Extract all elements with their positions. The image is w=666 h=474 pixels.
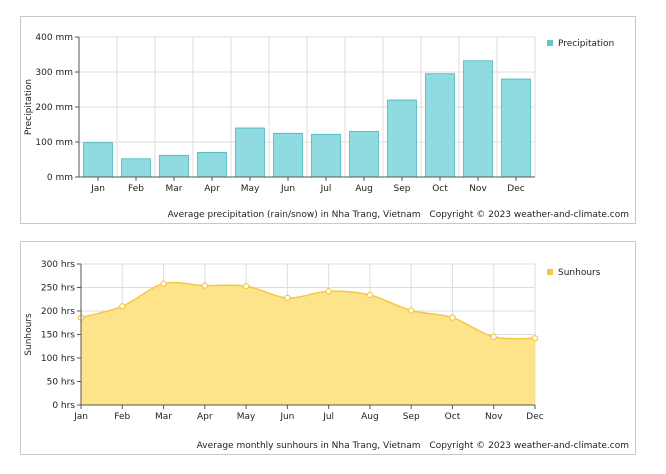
precipitation-bar <box>121 158 151 178</box>
x-tick-label: Nov <box>485 412 503 422</box>
x-tick-label: Nov <box>469 184 487 194</box>
x-tick-label: Jul <box>322 412 334 422</box>
y-tick-label: 150 hrs <box>41 331 75 341</box>
sunhours-point <box>531 335 539 342</box>
sunhours-point <box>242 282 250 290</box>
legend-swatch <box>547 40 553 46</box>
x-tick-label: Jul <box>320 184 332 194</box>
y-tick-label: 0 mm <box>47 173 73 183</box>
y-tick-label: 250 hrs <box>41 284 75 294</box>
sunhours-point <box>160 280 167 287</box>
x-tick-label: Sep <box>394 184 411 194</box>
sunhours-point <box>490 333 497 341</box>
precipitation-bar <box>425 73 455 178</box>
precipitation-bar <box>463 60 493 178</box>
y-tick-label: 50 hrs <box>47 378 76 388</box>
sunhours-caption: Average monthly sunhours in Nha Trang, V… <box>196 441 421 451</box>
precipitation-chart: 0 mm 100 mm 200 mm 300 mm 400 mm Jan Feb Mar Apr… <box>24 33 614 194</box>
x-tick-label: Oct <box>445 412 461 422</box>
sunhours-chart: 0 hrs 50 hrs 100 hrs 150 hrs 200 hrs 250 hrs 3… <box>24 260 601 422</box>
y-tick-label: 0 hrs <box>52 401 75 411</box>
precipitation-bar <box>83 142 113 178</box>
x-tick-label: Jun <box>279 412 294 422</box>
precipitation-chart-panel: 0 mm 100 mm 200 mm 300 mm 400 mm Jan Feb Mar Apr… <box>20 16 636 224</box>
legend-swatch <box>547 269 553 275</box>
sunhours-point <box>325 288 332 295</box>
legend-label: Sunhours <box>558 268 601 278</box>
sunhours-point <box>449 314 456 321</box>
y-tick-label: 100 mm <box>35 138 73 148</box>
x-tick-label: Feb <box>128 184 144 194</box>
precipitation-footer: Average precipitation (rain/snow) in Nha… <box>162 210 629 220</box>
precipitation-bar <box>349 131 379 178</box>
y-tick-label: 200 mm <box>35 103 73 113</box>
precipitation-bar <box>273 132 303 178</box>
precipitation-bar <box>235 127 265 178</box>
x-tick-label: May <box>241 184 260 194</box>
x-tick-label: Aug <box>361 412 379 422</box>
precipitation-bar <box>311 133 341 178</box>
sunhours-area <box>81 282 535 405</box>
sunhours-point <box>407 307 415 314</box>
y-axis-label: Precipitation <box>24 79 34 135</box>
precipitation-bar <box>501 78 531 178</box>
sunhours-point <box>201 282 209 289</box>
x-tick-label: Mar <box>166 184 183 194</box>
sunhours-copyright: Copyright © 2023 weather-and-climate.com <box>429 441 629 451</box>
x-tick-label: Apr <box>197 412 213 422</box>
sunhours-chart-panel: 0 hrs 50 hrs 100 hrs 150 hrs 200 hrs 250 hrs 3… <box>20 241 636 455</box>
sunhours-point <box>119 303 126 310</box>
x-tick-label: Mar <box>155 412 172 422</box>
legend-label: Precipitation <box>558 39 614 49</box>
precipitation-copyright: Copyright © 2023 weather-and-climate.com <box>429 210 629 220</box>
x-tick-label: Dec <box>507 184 524 194</box>
y-tick-label: 200 hrs <box>41 307 75 317</box>
x-tick-label: Sep <box>403 412 420 422</box>
x-tick-label: Dec <box>526 412 543 422</box>
y-axis-label: Sunhours <box>24 313 34 356</box>
x-tick-label: Oct <box>432 184 448 194</box>
y-tick-label: 300 mm <box>35 68 73 78</box>
x-tick-label: Jan <box>73 412 88 422</box>
x-tick-label: Aug <box>355 184 373 194</box>
x-tick-label: Jan <box>90 184 105 194</box>
x-tick-label: May <box>237 412 256 422</box>
precipitation-bar <box>159 154 189 178</box>
precipitation-caption: Average precipitation (rain/snow) in Nha… <box>167 210 421 220</box>
y-tick-label: 300 hrs <box>41 260 75 270</box>
sunhours-point <box>366 291 374 299</box>
precipitation-bar <box>387 99 417 178</box>
y-tick-label: 400 mm <box>35 33 73 43</box>
sunhours-footer: Average monthly sunhours in Nha Trang, V… <box>191 441 629 451</box>
sunhours-line <box>80 281 536 340</box>
sunhours-point <box>284 294 291 302</box>
y-tick-label: 100 hrs <box>41 354 75 364</box>
x-tick-label: Jun <box>280 184 295 194</box>
x-tick-label: Apr <box>204 184 220 194</box>
precipitation-bar <box>197 152 227 178</box>
x-tick-label: Feb <box>114 412 130 422</box>
